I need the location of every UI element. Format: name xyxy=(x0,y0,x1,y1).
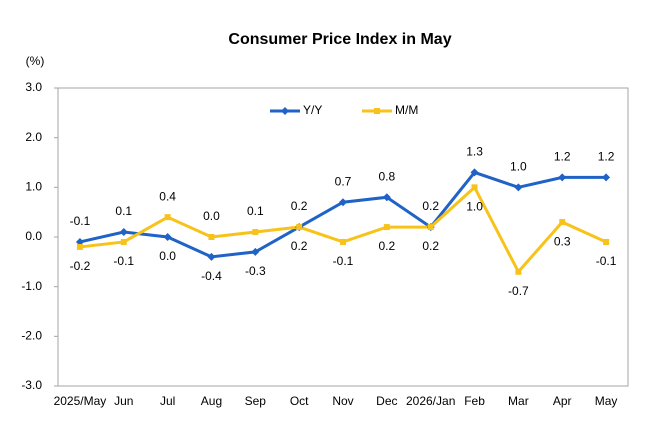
data-label: -0.3 xyxy=(245,264,266,278)
x-tick-label: May xyxy=(595,394,618,408)
data-label: 0.1 xyxy=(115,204,132,218)
data-label: -0.4 xyxy=(201,269,222,283)
y-tick-label: 1.0 xyxy=(25,180,42,194)
legend-marker xyxy=(281,107,289,115)
chart-title: Consumer Price Index in May xyxy=(228,31,451,48)
point xyxy=(559,219,566,226)
point xyxy=(603,238,610,245)
data-label: 0.0 xyxy=(203,209,220,223)
point xyxy=(340,238,346,245)
point xyxy=(251,247,260,256)
data-label: 0.8 xyxy=(379,169,396,183)
data-label: 0.4 xyxy=(159,189,176,203)
data-label: 0.2 xyxy=(291,199,308,213)
y-tick-label: 3.0 xyxy=(25,80,42,94)
point xyxy=(296,224,303,231)
x-tick-label: Feb xyxy=(464,394,485,408)
point xyxy=(427,224,434,231)
data-label: -0.1 xyxy=(70,214,91,228)
point xyxy=(602,173,611,182)
point xyxy=(76,243,83,250)
point xyxy=(120,238,127,245)
data-label: 1.0 xyxy=(466,200,483,214)
y-tick-label: 0.0 xyxy=(25,229,42,243)
y-tick-label: 2.0 xyxy=(25,130,42,144)
data-label: 0.2 xyxy=(379,239,396,253)
point xyxy=(558,173,567,182)
point xyxy=(252,229,259,236)
x-tick-label: 2025/May xyxy=(54,394,107,408)
x-tick-label: Sep xyxy=(245,394,267,408)
data-label: 0.2 xyxy=(422,199,439,213)
data-label: 0.7 xyxy=(335,174,352,188)
x-tick-label: Nov xyxy=(332,394,353,408)
data-label: -0.1 xyxy=(333,254,354,268)
data-label: 1.2 xyxy=(598,150,615,164)
x-tick-label: Apr xyxy=(553,394,572,408)
legend-marker xyxy=(374,108,380,114)
x-tick-label: Jun xyxy=(114,394,133,408)
y-tick-label: -1.0 xyxy=(21,279,42,293)
point xyxy=(383,224,390,231)
data-label: 0.1 xyxy=(247,204,264,218)
data-label: 1.3 xyxy=(466,145,483,159)
legend-label: M/M xyxy=(395,103,418,117)
data-label: 0.0 xyxy=(159,249,176,263)
x-tick-label: Aug xyxy=(201,394,222,408)
point xyxy=(470,168,479,177)
x-tick-label: Jul xyxy=(160,394,175,408)
data-label: 1.0 xyxy=(510,160,527,174)
legend-label: Y/Y xyxy=(303,103,322,117)
data-label: -0.7 xyxy=(508,284,529,298)
data-label: -0.1 xyxy=(596,254,617,268)
x-tick-label: Dec xyxy=(376,394,397,408)
data-label: -0.2 xyxy=(70,259,91,273)
point xyxy=(119,228,128,237)
point xyxy=(382,193,391,202)
data-label: 1.2 xyxy=(554,150,571,164)
point xyxy=(164,214,171,221)
x-tick-label: Oct xyxy=(290,394,309,408)
data-label: -0.1 xyxy=(113,254,134,268)
data-label: 0.2 xyxy=(291,239,308,253)
point xyxy=(208,234,215,240)
x-tick-label: 2026/Jan xyxy=(406,394,455,408)
y-tick-label: -2.0 xyxy=(21,329,42,343)
point xyxy=(514,183,523,192)
data-label: 0.3 xyxy=(554,234,571,248)
y-tick-label: -3.0 xyxy=(21,378,42,392)
point xyxy=(515,268,522,275)
y-axis-label: (%) xyxy=(26,54,45,68)
point xyxy=(163,233,172,241)
point xyxy=(339,198,347,207)
point xyxy=(207,252,216,261)
data-label: 0.2 xyxy=(422,239,439,253)
point xyxy=(471,184,478,191)
x-tick-label: Mar xyxy=(508,394,529,408)
